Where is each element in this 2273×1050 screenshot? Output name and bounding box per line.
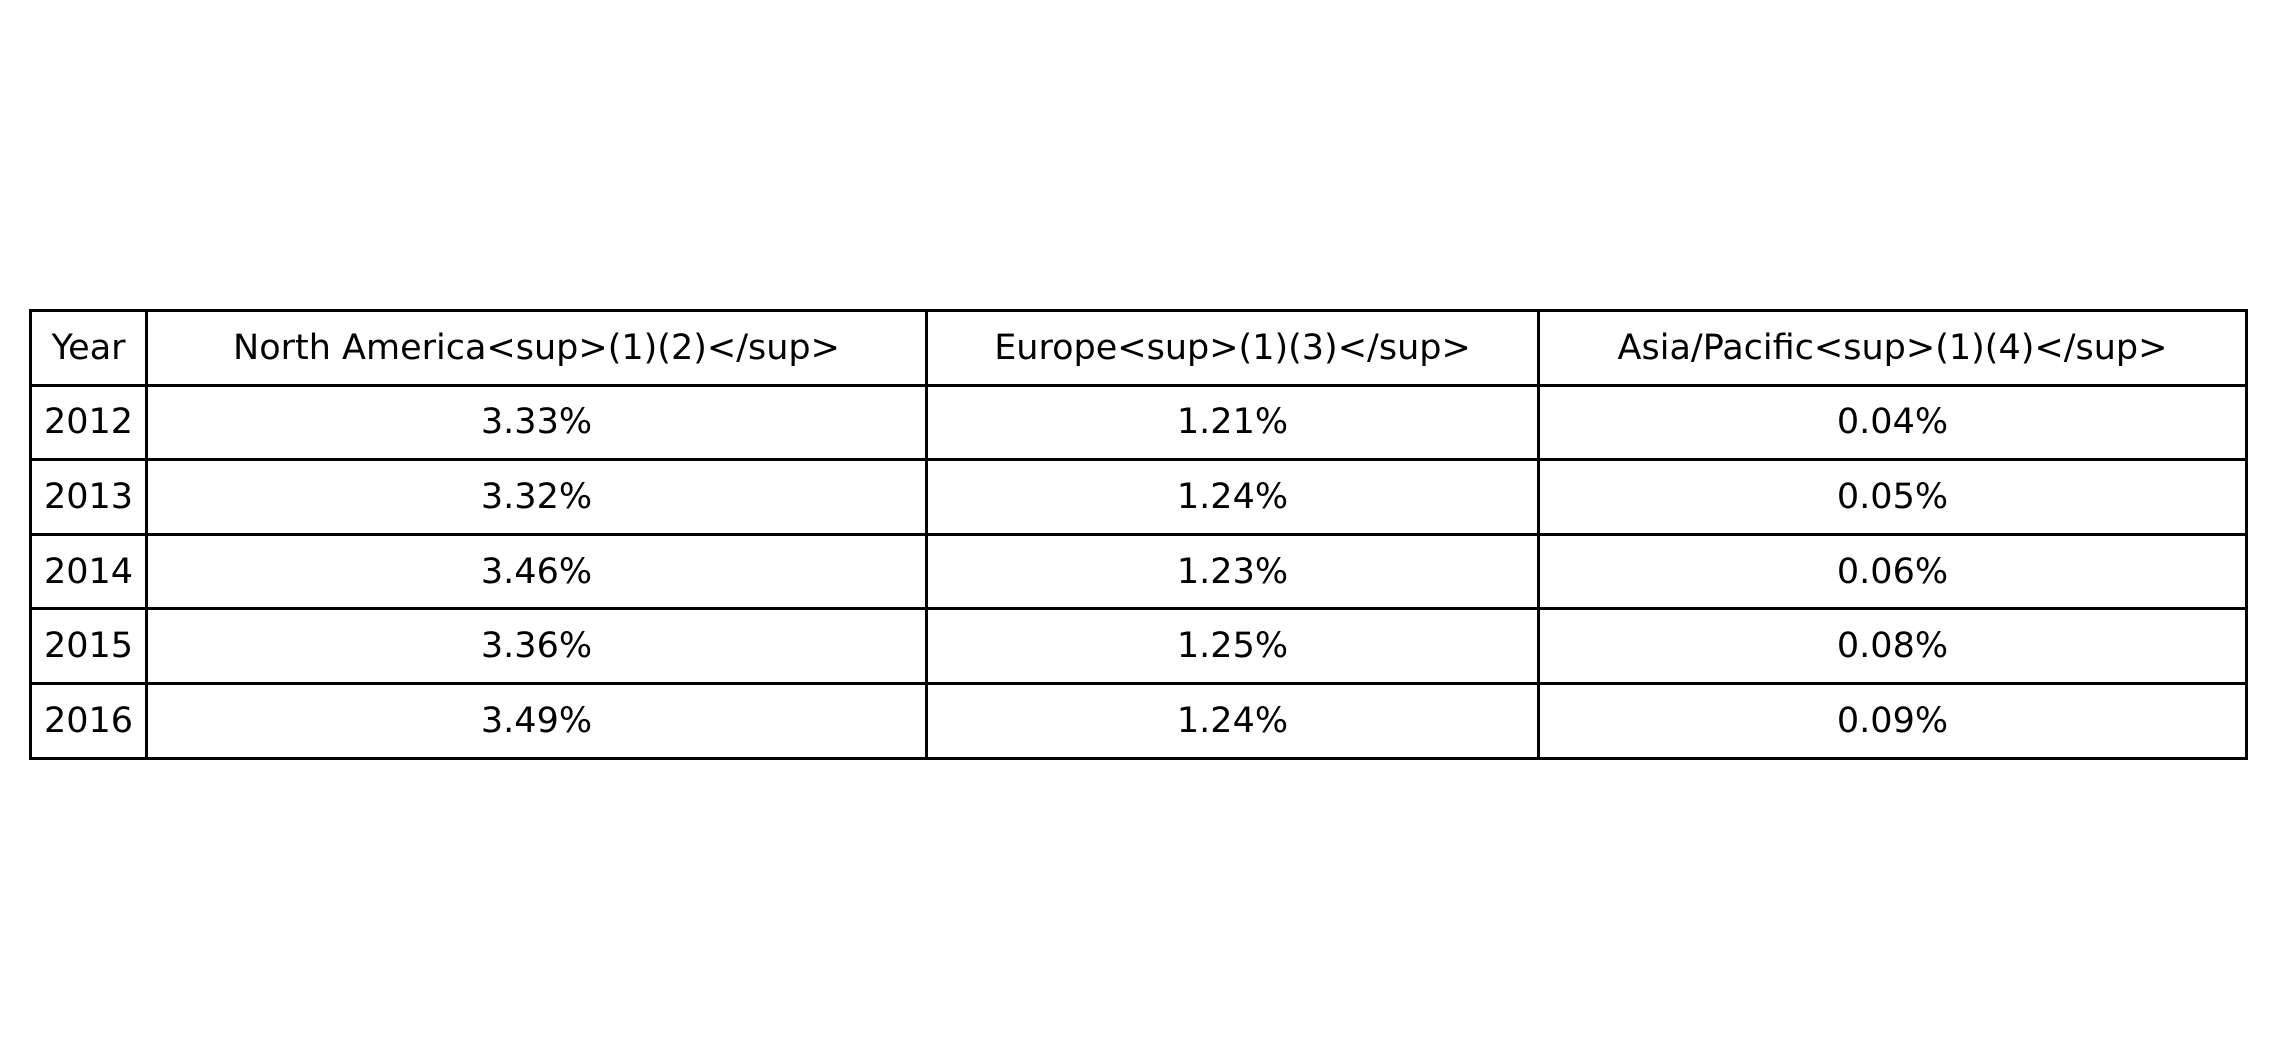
header-north-america: North America<sup>(1)(2)</sup> (145, 309, 928, 387)
cell-asia-pacific: 0.08% (1537, 607, 2248, 685)
cell-europe: 1.23% (925, 532, 1540, 611)
cell-asia-pacific: 0.06% (1537, 532, 2248, 611)
table-row: 2012 3.33% 1.21% 0.04% (29, 383, 2248, 462)
cell-asia-pacific: 0.09% (1537, 681, 2248, 760)
cell-north-america: 3.49% (145, 681, 928, 760)
table-body: 2012 3.33% 1.21% 0.04% 2013 3.32% 1.24% … (29, 383, 2248, 760)
data-table: Year North America<sup>(1)(2)</sup> Euro… (29, 309, 2248, 760)
cell-north-america: 3.33% (145, 383, 928, 462)
cell-year: 2012 (29, 383, 148, 462)
cell-asia-pacific: 0.04% (1537, 383, 2248, 462)
table-row: 2013 3.32% 1.24% 0.05% (29, 458, 2248, 536)
cell-year: 2015 (29, 607, 148, 685)
cell-europe: 1.21% (925, 383, 1540, 462)
cell-north-america: 3.32% (145, 458, 928, 536)
table-header: Year North America<sup>(1)(2)</sup> Euro… (29, 309, 2248, 387)
cell-year: 2013 (29, 458, 148, 536)
cell-europe: 1.24% (925, 681, 1540, 760)
table-row: 2016 3.49% 1.24% 0.09% (29, 681, 2248, 760)
header-row: Year North America<sup>(1)(2)</sup> Euro… (29, 309, 2248, 387)
cell-year: 2016 (29, 681, 148, 760)
cell-europe: 1.25% (925, 607, 1540, 685)
cell-north-america: 3.46% (145, 532, 928, 611)
cell-north-america: 3.36% (145, 607, 928, 685)
table-row: 2014 3.46% 1.23% 0.06% (29, 532, 2248, 611)
header-year: Year (29, 309, 148, 387)
cell-europe: 1.24% (925, 458, 1540, 536)
table-row: 2015 3.36% 1.25% 0.08% (29, 607, 2248, 685)
cell-asia-pacific: 0.05% (1537, 458, 2248, 536)
cell-year: 2014 (29, 532, 148, 611)
header-asia-pacific: Asia/Pacific<sup>(1)(4)</sup> (1537, 309, 2248, 387)
header-europe: Europe<sup>(1)(3)</sup> (925, 309, 1540, 387)
